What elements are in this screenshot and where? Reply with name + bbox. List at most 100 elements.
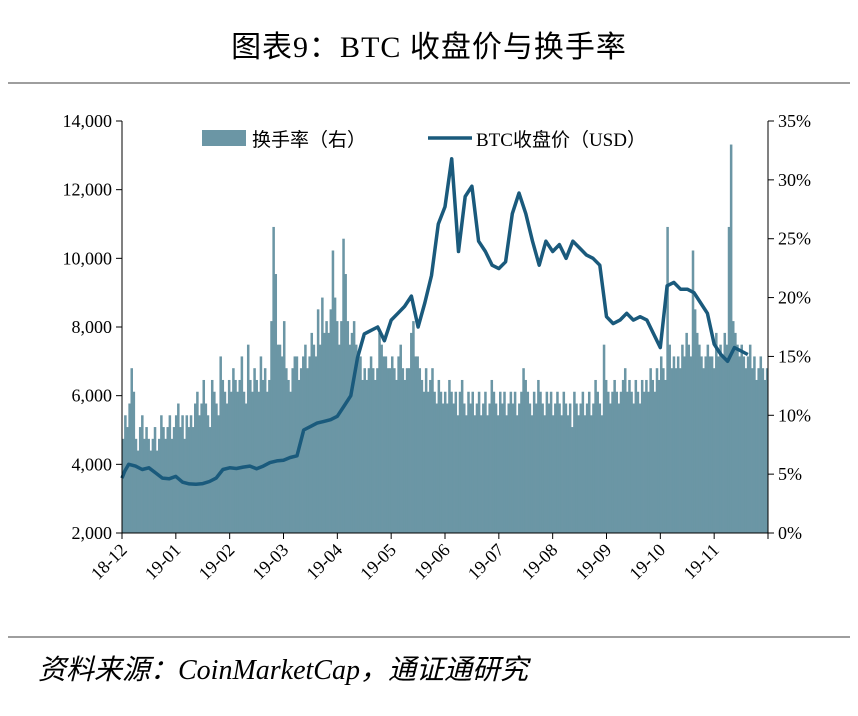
turnover-bar bbox=[659, 356, 663, 533]
x-tick-label: 19-06 bbox=[410, 540, 454, 584]
turnover-bar bbox=[251, 391, 254, 533]
turnover-bar bbox=[346, 321, 350, 533]
turnover-bar bbox=[268, 379, 271, 533]
turnover-bar bbox=[331, 250, 335, 534]
right-tick-label: 0% bbox=[778, 523, 802, 543]
turnover-bar bbox=[164, 438, 167, 533]
turnover-bar bbox=[321, 297, 324, 533]
turnover-bar bbox=[759, 356, 763, 533]
turnover-bar bbox=[568, 403, 572, 533]
turnover-bar bbox=[751, 368, 754, 533]
turnover-bar bbox=[357, 356, 360, 533]
turnover-bar bbox=[246, 344, 250, 533]
turnover-bar bbox=[361, 379, 364, 533]
turnover-bar bbox=[122, 438, 125, 533]
turnover-bar bbox=[554, 403, 557, 533]
turnover-bar bbox=[257, 391, 261, 533]
turnover-bar bbox=[617, 403, 621, 533]
turnover-bar bbox=[407, 368, 411, 533]
turnover-bar bbox=[433, 391, 436, 533]
turnover-bar bbox=[397, 356, 400, 533]
turnover-bar bbox=[424, 368, 428, 533]
turnover-bar bbox=[219, 356, 222, 533]
right-tick-label: 30% bbox=[778, 170, 811, 190]
turnover-bar bbox=[556, 391, 559, 533]
turnover-bar bbox=[132, 391, 136, 533]
turnover-bar bbox=[725, 344, 729, 533]
turnover-bar bbox=[708, 356, 712, 533]
turnover-bar bbox=[293, 356, 297, 533]
turnover-bar bbox=[513, 391, 517, 533]
turnover-bar bbox=[437, 379, 441, 533]
turnover-bar bbox=[664, 379, 667, 533]
turnover-bar bbox=[549, 391, 553, 533]
turnover-bar bbox=[259, 356, 263, 533]
turnover-bar bbox=[418, 368, 422, 533]
turnover-bar bbox=[698, 344, 701, 533]
turnover-bar bbox=[232, 368, 235, 533]
turnover-bar bbox=[613, 379, 616, 533]
x-tick-label: 19-10 bbox=[625, 540, 669, 584]
turnover-bar bbox=[255, 379, 258, 533]
turnover-bar bbox=[429, 379, 432, 533]
turnover-bar bbox=[501, 403, 504, 533]
turnover-bar bbox=[765, 368, 769, 533]
turnover-bar bbox=[598, 403, 602, 533]
x-tick-label: 19-09 bbox=[571, 540, 615, 584]
turnover-bar bbox=[340, 321, 343, 533]
turnover-bar bbox=[488, 403, 491, 533]
turnover-bar bbox=[607, 391, 610, 533]
turnover-bar bbox=[486, 415, 489, 533]
legend-line-label: BTC收盘价（USD） bbox=[476, 129, 646, 151]
right-tick-label: 25% bbox=[778, 229, 811, 249]
turnover-bar bbox=[158, 438, 161, 533]
turnover-bar bbox=[456, 415, 460, 533]
turnover-bar bbox=[191, 427, 195, 533]
turnover-bar bbox=[240, 356, 244, 533]
turnover-bar bbox=[274, 274, 278, 533]
turnover-bar bbox=[289, 391, 292, 533]
legend: 换手率（右） BTC收盘价（USD） bbox=[202, 129, 646, 151]
turnover-bar bbox=[653, 391, 657, 533]
turnover-bar bbox=[551, 415, 555, 533]
turnover-bar bbox=[380, 344, 383, 533]
turnover-bar bbox=[335, 321, 339, 533]
turnover-bar bbox=[352, 321, 356, 533]
turnover-bar bbox=[638, 403, 642, 533]
chart: 2,000 4,000 6,000 8,000 10,000 12,000 14,000 0… bbox=[63, 111, 812, 584]
turnover-bar bbox=[562, 391, 566, 533]
turnover-bar bbox=[763, 379, 767, 533]
turnover-bar bbox=[530, 415, 534, 533]
turnover-bar bbox=[338, 344, 341, 533]
x-axis-ticks: 18-12 19-01 19-02 19-03 19-04 19-05 19-06 19-07… bbox=[87, 533, 769, 584]
turnover-bar bbox=[651, 379, 655, 533]
turnover-bar bbox=[454, 391, 458, 533]
turnover-bar bbox=[390, 356, 394, 533]
x-tick-label: 19-08 bbox=[518, 540, 562, 584]
turnover-bar bbox=[717, 356, 720, 533]
turnover-bar bbox=[748, 344, 752, 533]
turnover-bar bbox=[384, 356, 388, 533]
legend-bar-swatch bbox=[202, 130, 246, 146]
turnover-bar bbox=[662, 368, 665, 533]
turnover-bar bbox=[285, 368, 288, 533]
turnover-bar bbox=[619, 391, 623, 533]
turnover-bar bbox=[746, 356, 750, 533]
turnover-bar bbox=[198, 415, 201, 533]
turnover-bar bbox=[253, 368, 256, 533]
turnover-bar bbox=[276, 344, 280, 533]
turnover-bar bbox=[492, 391, 496, 533]
turnover-bar bbox=[297, 379, 301, 533]
turnover-bar bbox=[475, 403, 479, 533]
left-tick-label: 12,000 bbox=[63, 180, 113, 200]
turnover-bar bbox=[399, 344, 402, 533]
source-note: 资料来源：CoinMarketCap，通证通研究 bbox=[38, 655, 528, 686]
turnover-bar bbox=[435, 403, 438, 533]
turnover-bar bbox=[526, 391, 530, 533]
turnover-bar bbox=[160, 415, 163, 533]
turnover-bar bbox=[723, 332, 727, 533]
turnover-bar bbox=[524, 379, 527, 533]
turnover-bar bbox=[615, 391, 619, 533]
turnover-bar bbox=[592, 403, 595, 533]
turnover-bar bbox=[443, 391, 447, 533]
